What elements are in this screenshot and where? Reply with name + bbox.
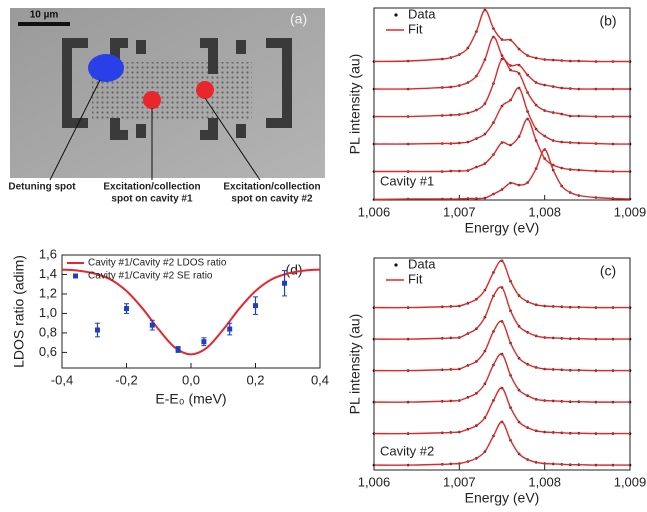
x-tick-label: 1,007 xyxy=(443,474,476,489)
legend-label: Data xyxy=(408,6,436,21)
panel-label: (c) xyxy=(600,263,616,279)
fit-line xyxy=(374,321,630,371)
annotation: Cavity #2 xyxy=(380,443,434,458)
annotation: Excitation/collection xyxy=(103,182,200,193)
x-tick-label: 0,2 xyxy=(246,372,264,387)
x-axis-label: Energy (eV) xyxy=(465,490,540,506)
x-tick-label: 1,006 xyxy=(358,474,391,489)
fit-line xyxy=(374,59,630,117)
x-tick-label: 1,008 xyxy=(528,204,561,219)
legend-label: Data xyxy=(408,256,436,271)
x-tick-label: 1,009 xyxy=(614,474,647,489)
scale-bar-label: 10 µm xyxy=(30,10,59,21)
scale-bar xyxy=(18,22,70,26)
legend-label: Fit xyxy=(408,21,423,36)
y-tick-label: 1,2 xyxy=(39,285,57,300)
data-point xyxy=(201,339,206,344)
legend-marker xyxy=(394,263,397,266)
legend-marker xyxy=(394,13,397,16)
fit-line xyxy=(374,37,630,89)
x-tick-label: 0,4 xyxy=(311,372,329,387)
fit-line xyxy=(374,287,630,339)
data-point xyxy=(150,323,155,328)
panel-label: (a) xyxy=(290,11,307,27)
x-tick-label: 1,007 xyxy=(443,204,476,219)
data-point xyxy=(227,327,232,332)
data-point xyxy=(176,347,181,352)
annotation: Cavity #1 xyxy=(380,173,434,188)
y-tick-label: 1,0 xyxy=(39,305,57,320)
y-axis-label: PL intensity (au) xyxy=(347,314,363,415)
x-tick-label: 1,008 xyxy=(528,474,561,489)
legend-marker xyxy=(73,274,78,279)
plot-frame xyxy=(374,258,630,470)
cavity2-spot xyxy=(196,81,214,99)
y-tick-label: 1,4 xyxy=(39,266,57,281)
annotation: Detuning spot xyxy=(8,182,76,193)
fit-line xyxy=(374,354,630,402)
x-axis-label: Energy (eV) xyxy=(465,220,540,236)
x-axis-label: E-E₀ (meV) xyxy=(155,391,226,407)
y-tick-label: 0,8 xyxy=(39,324,57,339)
annotation: Excitation/collection xyxy=(223,182,320,193)
y-axis-label: PL intensity (au) xyxy=(347,54,363,155)
legend-label: Cavity #1/Cavity #2 LDOS ratio xyxy=(88,258,227,269)
ratio-curve xyxy=(62,270,320,355)
sem-image xyxy=(10,8,325,180)
x-tick-label: 1,009 xyxy=(614,204,647,219)
y-tick-label: 0,6 xyxy=(39,344,57,359)
x-tick-label: -0,2 xyxy=(115,372,137,387)
data-point xyxy=(282,281,287,286)
y-tick-label: 1,6 xyxy=(39,246,57,261)
fit-line xyxy=(374,119,630,172)
cavity1-spot xyxy=(143,91,161,109)
x-tick-label: -0,4 xyxy=(51,372,73,387)
fit-line xyxy=(374,388,630,434)
y-axis-label: LDOS ratio (adim) xyxy=(11,255,27,368)
annotation: spot on cavity #1 xyxy=(111,194,193,205)
annotation: spot on cavity #2 xyxy=(231,194,313,205)
data-point xyxy=(124,306,129,311)
detuning-spot xyxy=(88,54,124,82)
data-point xyxy=(95,328,100,333)
data-point xyxy=(253,303,258,308)
page: {"chart_data": [ {"type": "image", "labe… xyxy=(0,0,647,512)
panel-label: (d) xyxy=(285,262,302,278)
legend-label: Fit xyxy=(408,271,423,286)
panel-label: (b) xyxy=(599,13,616,29)
x-tick-label: 1,006 xyxy=(358,204,391,219)
figure: (a) 10 µm Detuning spot Excitation/collecti… xyxy=(0,0,647,512)
x-tick-label: 0,0 xyxy=(182,372,200,387)
legend-label: Cavity #1/Cavity #2 SE ratio xyxy=(88,271,213,282)
